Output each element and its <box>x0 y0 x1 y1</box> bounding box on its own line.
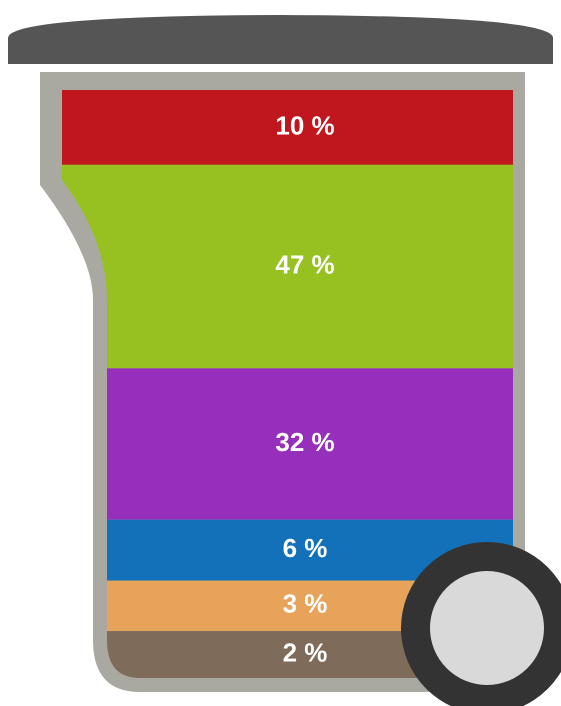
segment <box>62 368 513 520</box>
segment-label: 6 % <box>283 533 328 563</box>
segment-label: 10 % <box>275 110 334 140</box>
wheel-hub <box>430 571 544 685</box>
labels: 10 % 47 % 32 % 6 % 3 % 2 % <box>275 110 334 667</box>
segment <box>62 164 513 369</box>
bin-lid <box>8 15 553 64</box>
segment <box>62 90 513 165</box>
segment-label: 2 % <box>283 637 328 667</box>
segment-label: 32 % <box>275 427 334 457</box>
segment-label: 47 % <box>275 249 334 279</box>
segment-label: 3 % <box>283 589 328 619</box>
